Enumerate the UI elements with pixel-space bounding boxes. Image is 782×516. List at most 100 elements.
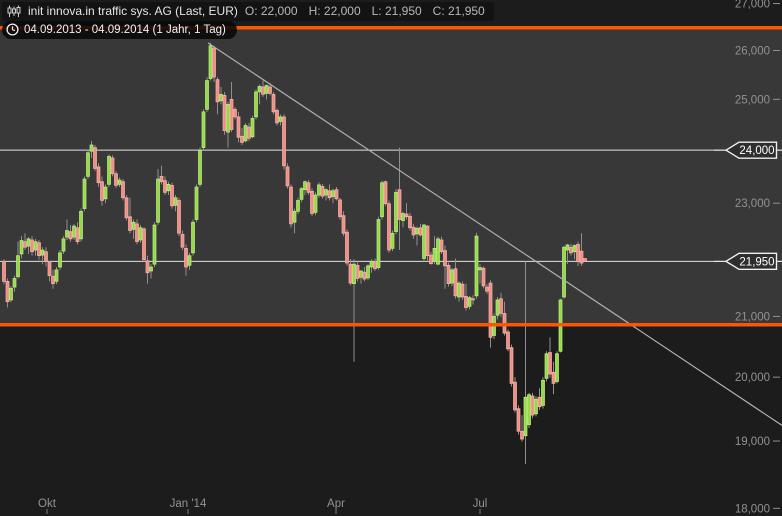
white-level-lines[interactable] (0, 149, 782, 262)
candle-down (530, 395, 535, 416)
candle-down (446, 264, 451, 284)
candle-up (117, 179, 122, 185)
candle-up (324, 189, 328, 196)
candle-down (282, 116, 286, 167)
candle-down (261, 86, 265, 95)
candle-down (285, 166, 290, 187)
candle-down (159, 176, 164, 183)
candle-up (152, 224, 157, 265)
candle-down (306, 182, 311, 193)
candle-down (233, 108, 237, 118)
candle-up (527, 394, 531, 426)
candle-down (569, 246, 573, 254)
candle-up (313, 194, 318, 213)
trendline[interactable] (207, 42, 782, 426)
price-tag (724, 141, 778, 159)
candle-up (82, 178, 87, 209)
month-label: Jan '14 (170, 498, 207, 510)
candle-down (488, 282, 493, 338)
candle-up (19, 240, 24, 255)
candle-up (555, 353, 559, 382)
candle-up (523, 396, 528, 437)
date-range-badge[interactable]: 04.09.2013 - 04.09.2014 (1 Jahr, 1 Tag) (2, 21, 237, 39)
candle-up (292, 210, 297, 223)
candle-up (86, 152, 90, 177)
candle-down (362, 271, 367, 280)
candle-down (163, 180, 167, 193)
y-tick-label: 25,000 (735, 94, 770, 106)
candle-up (33, 241, 38, 251)
candle-up (415, 227, 419, 235)
candle-up (436, 238, 440, 265)
candle-up (72, 225, 76, 238)
candle-up (303, 181, 307, 191)
candle-up (572, 245, 577, 253)
y-tick-label: 26,000 (735, 46, 770, 58)
candle-up (219, 94, 223, 102)
candle-down (310, 190, 314, 214)
x-axis-labels: Okt Jan '14 Apr Jul (38, 498, 487, 514)
y-tick-label: 20,000 (735, 372, 770, 384)
candle-up (226, 103, 230, 133)
candle-down (327, 190, 332, 199)
y-tick-label: 19,000 (735, 436, 770, 448)
highlight-band (0, 27, 782, 325)
candle-up (478, 267, 482, 271)
candle-down (425, 225, 430, 257)
candle-down (100, 181, 104, 201)
candle-down (2, 260, 6, 282)
candle-up (495, 299, 500, 316)
candle-up (394, 192, 398, 232)
candle-up (474, 235, 479, 297)
candle-down (135, 223, 139, 242)
y-axis-labels: 27,000 26,000 25,000 23,000 21,000 20,000 19,0… (735, 0, 780, 515)
candle-up (187, 255, 192, 266)
candle-up (54, 269, 59, 282)
candle-up (359, 270, 363, 278)
candle-down (215, 79, 220, 103)
candle-down (443, 250, 447, 267)
candle-down (439, 239, 444, 253)
candle-down (229, 98, 234, 130)
candle-down (453, 268, 458, 297)
candle-down (404, 213, 409, 218)
price-tag-label: 21,950 (739, 256, 774, 268)
candle-up (12, 278, 17, 288)
candle-up (278, 116, 283, 122)
candle-down (418, 227, 423, 236)
candle-down (271, 94, 276, 113)
candle-down (212, 47, 216, 78)
candle-down (320, 186, 325, 197)
low-value: L: 21,950 (371, 4, 422, 18)
candle-up (166, 184, 171, 192)
candle-down (142, 228, 146, 260)
candle-up (401, 213, 405, 221)
candle-down (576, 244, 580, 262)
price-tags[interactable]: 24,000 21,950 (714, 141, 782, 271)
candlestick-chart-icon (7, 5, 21, 18)
y-tick-label: 27,000 (735, 0, 770, 11)
candle-up (299, 188, 304, 200)
candle-up (352, 263, 356, 284)
candle-down (184, 248, 188, 268)
candle-down (110, 157, 115, 175)
candle-down (5, 280, 10, 303)
candle-up (380, 182, 384, 218)
ohlc-readout: O: 22,000 H: 22,000 L: 21,950 C: 21,950 (245, 4, 485, 18)
candle-down (128, 216, 132, 231)
candle-down (37, 242, 41, 257)
candle-down (114, 173, 118, 186)
candle-up (369, 260, 374, 268)
candle-down (145, 260, 150, 274)
candle-down (124, 197, 129, 219)
candle-down (509, 347, 514, 384)
candle-up (205, 80, 209, 110)
candle-up (138, 227, 143, 241)
candle-up (565, 244, 570, 251)
candle-down (579, 250, 584, 264)
candle-up (422, 224, 426, 259)
candle-up (149, 266, 153, 272)
candle-up (467, 297, 472, 307)
